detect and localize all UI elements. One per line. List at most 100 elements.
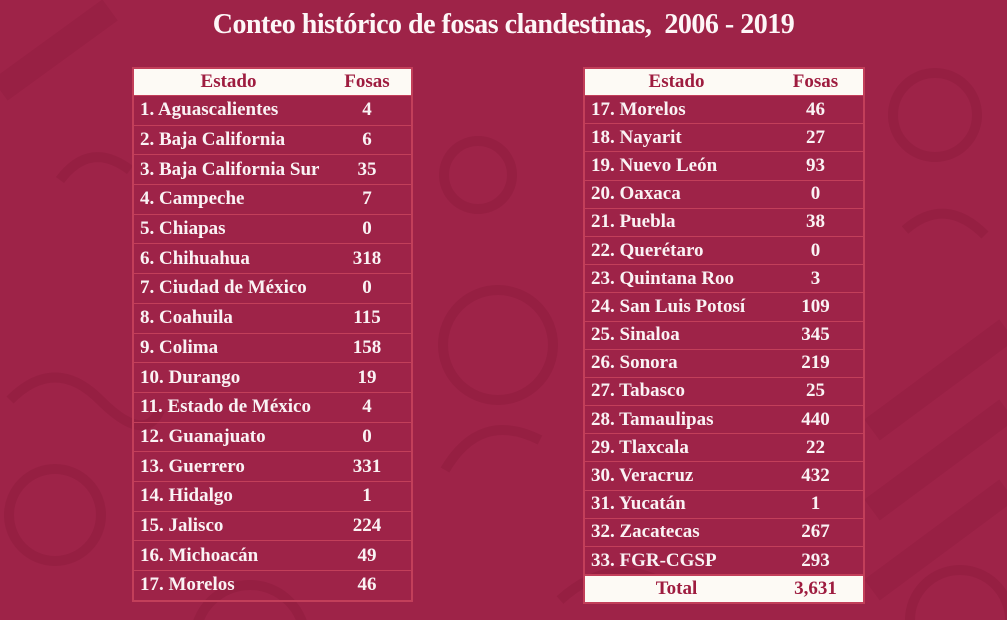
table-row: 7. Ciudad de México 0 xyxy=(134,273,411,303)
table-header-row: Estado Fosas xyxy=(585,69,863,95)
fosas-cell: 219 xyxy=(801,352,830,374)
fosas-cell: 293 xyxy=(801,549,830,571)
table-row: 6. Chihuahua 318 xyxy=(134,243,411,273)
fosas-cell: 27 xyxy=(806,126,825,148)
table-row: 18. Nayarit 27 xyxy=(585,123,863,151)
table-row: 15. Jalisco 224 xyxy=(134,510,411,541)
estado-cell: 31. Yucatán xyxy=(591,493,686,515)
table-body: 1. Aguascalientes 4 2. Baja California 6 3. … xyxy=(134,95,411,600)
table-estados-17-33: Estado Fosas 17. Morelos 46 18. Nayarit 27 1… xyxy=(583,67,865,605)
table-row: 32. Zacatecas 267 xyxy=(585,517,863,546)
table-row: 5. Chiapas 0 xyxy=(134,213,411,244)
fosas-cell: 0 xyxy=(362,425,372,447)
table-row: 13. Guerrero 331 xyxy=(134,451,411,481)
estado-cell: 30. Veracruz xyxy=(591,465,694,487)
table-row: 11. Estado de México 4 xyxy=(134,391,411,422)
fosas-cell: 345 xyxy=(801,324,830,346)
fosas-cell: 35 xyxy=(357,158,377,180)
fosas-cell: 224 xyxy=(352,514,382,536)
table-row: 31. Yucatán 1 xyxy=(585,489,863,518)
table-row: 21. Puebla 38 xyxy=(585,207,863,236)
estado-cell: 32. Zacatecas xyxy=(591,521,700,543)
fosas-cell: 0 xyxy=(810,239,821,261)
table-row: 28. Tamaulipas 440 xyxy=(585,405,863,433)
table-row: 1. Aguascalientes 4 xyxy=(134,95,411,125)
table-row: 22. Querétaro 0 xyxy=(585,235,863,264)
table-row: 27. Tabasco 25 xyxy=(585,376,863,405)
estado-cell: 25. Sinaloa xyxy=(591,324,680,346)
estado-cell: 8. Coahuila xyxy=(140,307,233,329)
fosas-cell: 22 xyxy=(806,436,825,458)
fosas-cell: 25 xyxy=(806,380,825,402)
table-row: 17. Morelos 46 xyxy=(585,95,863,123)
estado-cell: 16. Michoacán xyxy=(140,544,259,566)
table-row: 30. Veracruz 432 xyxy=(585,461,863,489)
table-row: 14. Hidalgo 1 xyxy=(134,480,411,511)
fosas-cell: 46 xyxy=(806,98,825,120)
fosas-cell: 318 xyxy=(352,247,382,269)
estado-cell: 24. San Luis Potosí xyxy=(591,295,746,317)
estado-cell: 15. Jalisco xyxy=(140,514,224,536)
table-header-row: Estado Fosas xyxy=(134,69,411,95)
estado-cell: 3. Baja California Sur xyxy=(140,158,320,180)
fosas-cell: 109 xyxy=(801,295,830,317)
estado-cell: 5. Chiapas xyxy=(140,218,226,240)
estado-cell: 13. Guerrero xyxy=(140,455,245,477)
estado-cell: 29. Tlaxcala xyxy=(591,436,689,458)
total-row: Total 3,631 xyxy=(585,574,863,603)
estado-cell: 17. Morelos xyxy=(140,574,235,596)
estado-cell: 10. Durango xyxy=(140,366,241,388)
estado-cell: 33. FGR-CGSP xyxy=(591,549,717,571)
estado-cell: 27. Tabasco xyxy=(591,380,685,402)
table-row: 2. Baja California 6 xyxy=(134,124,411,155)
estado-cell: 22. Querétaro xyxy=(591,239,704,261)
estado-cell: 4. Campeche xyxy=(140,188,245,210)
estado-cell: 1. Aguascalientes xyxy=(140,99,279,121)
estado-cell: 2. Baja California xyxy=(140,129,286,151)
page-title: Conteo histórico de fosas clandestinas, … xyxy=(212,9,795,40)
table-row: 16. Michoacán 49 xyxy=(134,540,411,570)
fosas-cell: 4 xyxy=(362,99,372,121)
fosas-cell: 6 xyxy=(362,129,372,151)
table-row: 25. Sinaloa 345 xyxy=(585,320,863,349)
table-row: 17. Morelos 46 xyxy=(134,570,411,600)
estado-cell: 14. Hidalgo xyxy=(140,485,233,507)
column-header-fosas: Fosas xyxy=(344,71,390,92)
fosas-cell: 331 xyxy=(352,455,382,477)
total-label: Total xyxy=(655,578,698,600)
column-header-fosas: Fosas xyxy=(792,71,839,92)
estado-cell: 17. Morelos xyxy=(591,98,686,120)
table-row: 4. Campeche 7 xyxy=(134,184,411,214)
table-estados-1-17: Estado Fosas 1. Aguascalientes 4 2. Baja C… xyxy=(132,67,413,602)
table-row: 24. San Luis Potosí 109 xyxy=(585,292,863,320)
estado-cell: 23. Quintana Roo xyxy=(591,267,735,289)
table-row: 19. Nuevo León 93 xyxy=(585,151,863,179)
fosas-cell: 115 xyxy=(353,307,381,329)
estado-cell: 6. Chihuahua xyxy=(140,247,250,269)
table-row: 9. Colima 158 xyxy=(134,332,411,363)
fosas-cell: 19 xyxy=(357,366,377,388)
column-header-estado: Estado xyxy=(200,71,257,92)
fosas-cell: 3 xyxy=(810,267,821,289)
fosas-cell: 49 xyxy=(357,544,377,566)
total-value: 3,631 xyxy=(794,578,837,600)
table-row: 8. Coahuila 115 xyxy=(134,302,411,333)
fosas-cell: 0 xyxy=(362,277,372,299)
estado-cell: 19. Nuevo León xyxy=(591,154,718,176)
estado-cell: 21. Puebla xyxy=(591,211,676,233)
fosas-cell: 440 xyxy=(801,408,830,430)
fosas-cell: 7 xyxy=(362,188,372,210)
table-row: 26. Sonora 219 xyxy=(585,348,863,377)
table-row: 12. Guanajuato 0 xyxy=(134,421,411,452)
table-row: 33. FGR-CGSP 293 xyxy=(585,546,863,574)
fosas-cell: 432 xyxy=(801,465,830,487)
estado-cell: 9. Colima xyxy=(140,336,219,358)
estado-cell: 26. Sonora xyxy=(591,352,678,374)
table-row: 23. Quintana Roo 3 xyxy=(585,264,863,292)
table-row: 3. Baja California Sur 35 xyxy=(134,154,411,184)
table-row: 29. Tlaxcala 22 xyxy=(585,433,863,461)
estado-cell: 7. Ciudad de México xyxy=(140,277,307,299)
table-body: 17. Morelos 46 18. Nayarit 27 19. Nuevo León… xyxy=(585,95,863,574)
